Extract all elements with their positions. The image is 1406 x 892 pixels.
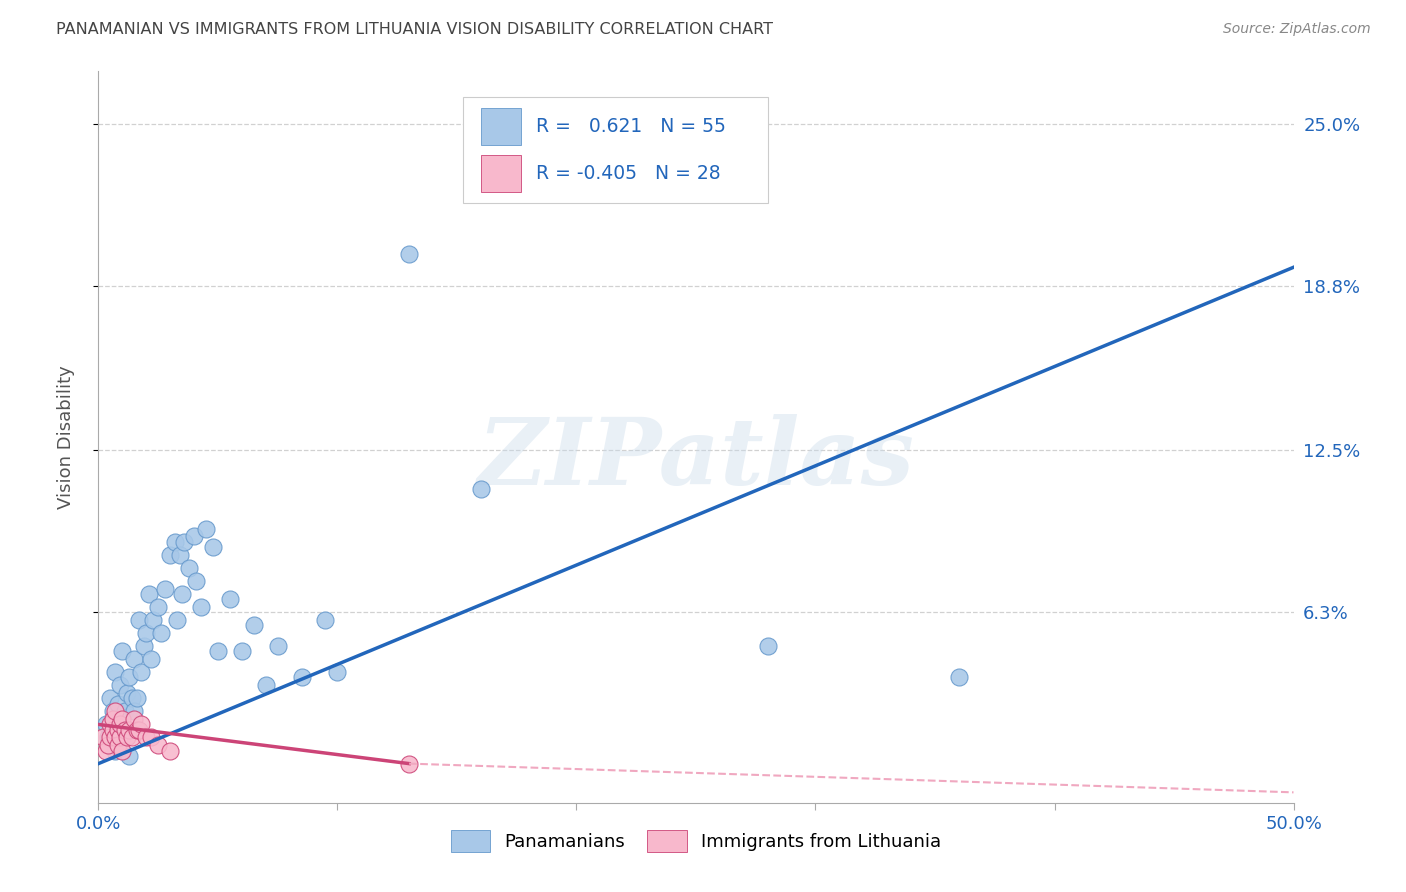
Point [159,743,181,757]
Point [115,731,138,745]
Point [186,574,208,588]
Point [135,626,157,640]
Point [104,743,127,757]
Point [114,723,136,737]
Point [219,592,242,607]
Point [104,705,127,719]
Bar [481,155,522,192]
Point [115,686,138,700]
Bar [481,108,522,145]
Text: R =   0.621   N = 55: R = 0.621 N = 55 [536,117,725,136]
Point [125,723,148,737]
Point [94,717,117,731]
Point [149,626,172,640]
Point [114,705,136,719]
Point [398,247,420,261]
Text: PANAMANIAN VS IMMIGRANTS FROM LITHUANIA VISION DISABILITY CORRELATION CHART: PANAMANIAN VS IMMIGRANTS FROM LITHUANIA … [56,22,773,37]
Point [108,717,131,731]
Point [97,731,120,745]
FancyBboxPatch shape [463,97,768,203]
Point [108,712,131,726]
Text: Source: ZipAtlas.com: Source: ZipAtlas.com [1223,22,1371,37]
Point [142,613,165,627]
Point [91,731,114,745]
Point [121,731,143,745]
Point [118,670,141,684]
Point [139,652,162,666]
Point [131,717,153,731]
Point [291,670,314,684]
Point [179,560,201,574]
Point [128,613,150,627]
Point [107,739,129,753]
Point [243,618,266,632]
Point [101,705,124,719]
Point [124,705,146,719]
Point [132,639,155,653]
Point [98,731,122,745]
Point [138,587,160,601]
Point [131,665,153,680]
Point [128,723,150,737]
Point [148,599,170,614]
Point [202,540,225,554]
Point [195,521,218,535]
Point [111,731,134,745]
Point [118,723,141,737]
Point [190,599,212,614]
Point [159,548,181,562]
Point [108,731,131,745]
Point [108,678,131,692]
Point [107,697,129,711]
Point [104,731,127,745]
Point [948,670,970,684]
Point [155,582,177,596]
Point [139,731,162,745]
Point [104,665,127,680]
Point [97,739,120,753]
Point [315,613,337,627]
Point [326,665,349,680]
Point [166,613,188,627]
Point [172,587,194,601]
Point [254,678,277,692]
Point [94,743,117,757]
Point [207,644,229,658]
Point [173,534,195,549]
Point [470,483,492,497]
Point [107,723,129,737]
Point [107,717,129,731]
Point [756,639,779,653]
Point [398,756,420,771]
Point [169,548,191,562]
Point [124,712,146,726]
Text: ZIPatlas: ZIPatlas [478,414,914,504]
Point [111,743,134,757]
Point [163,534,186,549]
Point [98,717,122,731]
Point [101,723,124,737]
Legend: Panamanians, Immigrants from Lithuania: Panamanians, Immigrants from Lithuania [443,823,949,860]
Point [111,644,134,658]
Y-axis label: Vision Disability: Vision Disability [56,365,75,509]
Point [124,652,146,666]
Point [101,712,124,726]
Text: R = -0.405   N = 28: R = -0.405 N = 28 [536,164,720,183]
Point [118,748,141,763]
Point [111,712,134,726]
Point [98,691,122,706]
Point [183,529,205,543]
Point [121,691,143,706]
Point [135,731,157,745]
Point [267,639,290,653]
Point [148,739,170,753]
Point [231,644,253,658]
Point [125,691,148,706]
